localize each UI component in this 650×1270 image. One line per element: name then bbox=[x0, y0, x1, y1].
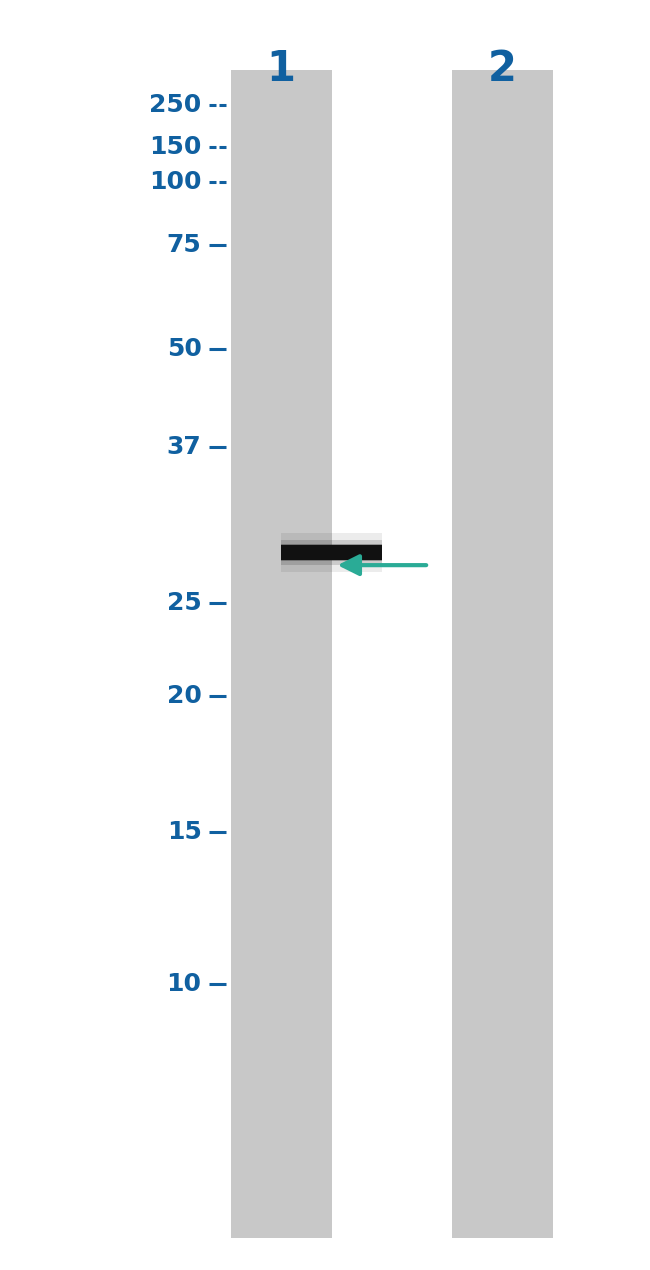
Text: 15: 15 bbox=[166, 820, 202, 843]
Text: 20: 20 bbox=[166, 685, 202, 707]
Text: 100: 100 bbox=[149, 170, 202, 193]
Bar bbox=[281, 533, 382, 572]
Bar bbox=[281, 540, 382, 565]
Text: 25: 25 bbox=[167, 592, 202, 615]
Text: 250: 250 bbox=[150, 94, 202, 117]
Text: 150: 150 bbox=[149, 136, 202, 159]
Text: 75: 75 bbox=[167, 234, 202, 257]
Text: 1: 1 bbox=[266, 48, 295, 90]
Text: 50: 50 bbox=[166, 338, 202, 361]
Bar bbox=[281, 545, 382, 560]
Text: 37: 37 bbox=[167, 436, 202, 458]
Bar bbox=[231, 70, 332, 1238]
Text: 10: 10 bbox=[166, 973, 202, 996]
Bar bbox=[452, 70, 552, 1238]
Text: 2: 2 bbox=[488, 48, 516, 90]
Bar bbox=[281, 544, 382, 561]
